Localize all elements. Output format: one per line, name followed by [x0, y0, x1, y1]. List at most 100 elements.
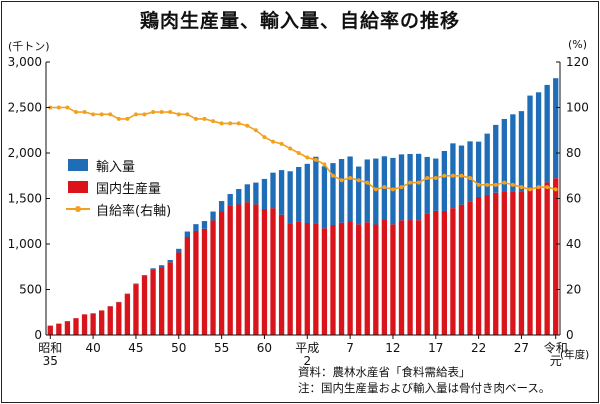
legend-swatch-import	[68, 159, 88, 171]
rate-point	[108, 112, 113, 117]
bar-import	[193, 224, 199, 231]
bar-domestic	[441, 210, 448, 335]
x-tick-label-line: 22	[471, 341, 486, 355]
bar-domestic	[381, 219, 388, 335]
rate-point	[219, 121, 224, 126]
rate-point	[502, 180, 507, 185]
axes-layer: 0 500 1,000 1,500 2,000 2,500 3,000 0 20 40 60 80 10…	[8, 55, 589, 368]
bar-domestic	[184, 236, 191, 335]
bar-domestic	[244, 202, 250, 335]
rate-point	[253, 128, 258, 133]
rate-point	[142, 112, 147, 117]
bar-import	[158, 265, 165, 268]
bar-import	[236, 189, 242, 205]
bar-import	[210, 211, 216, 221]
rate-point	[476, 182, 481, 187]
bar-import	[407, 154, 413, 221]
x-tick-label: 60	[257, 341, 272, 355]
rate-point	[82, 110, 87, 115]
rate-point	[493, 182, 498, 187]
bar-domestic	[553, 178, 559, 335]
rate-point	[408, 180, 413, 185]
bar-domestic	[450, 208, 456, 335]
bar-import	[201, 221, 208, 229]
x-tick-label-line: 2	[303, 354, 311, 368]
bar-domestic	[484, 195, 490, 335]
legend-item-domestic: 国内生産量	[60, 176, 200, 198]
left-tick-label: 500	[19, 283, 42, 297]
bar-import	[493, 124, 499, 193]
x-tick-label-line: 40	[85, 341, 100, 355]
bar-domestic	[330, 224, 336, 335]
bar-domestic	[47, 325, 53, 335]
rate-point	[365, 180, 370, 185]
x-tick-label-line: 27	[514, 341, 529, 355]
legend-swatch-domestic	[68, 181, 88, 193]
rate-point	[519, 185, 524, 190]
bar-domestic	[304, 222, 310, 335]
rate-point	[99, 112, 104, 117]
left-tick-label: 2,000	[8, 146, 42, 160]
bar-import	[338, 159, 345, 223]
right-tick-label: 0	[566, 328, 574, 342]
bar-import	[347, 156, 353, 222]
rate-point	[211, 119, 216, 124]
bar-domestic	[176, 252, 182, 335]
rate-point	[159, 110, 164, 115]
x-tick-label-line: 7	[346, 341, 354, 355]
bar-import	[150, 268, 156, 270]
bar-import	[227, 194, 233, 206]
bar-import	[535, 92, 542, 188]
bar-domestic	[458, 204, 465, 335]
left-tick-label: 1,500	[8, 192, 42, 206]
bar-import	[356, 166, 362, 225]
bar-domestic	[158, 267, 165, 335]
right-tick-label: 20	[566, 283, 581, 297]
bar-domestic	[124, 294, 131, 335]
rate-point	[296, 151, 301, 155]
bar-domestic	[107, 306, 113, 335]
rate-point	[262, 135, 267, 140]
bar-import	[364, 159, 370, 223]
bar-domestic	[535, 187, 542, 335]
rate-point	[356, 178, 361, 183]
bar-import	[484, 133, 490, 196]
bar-domestic	[56, 323, 62, 335]
bar-domestic	[150, 269, 156, 335]
x-tick-label: 12	[385, 341, 400, 355]
x-tick-label-line: 45	[128, 341, 143, 355]
bar-domestic	[218, 211, 225, 335]
bar-import	[475, 141, 482, 197]
bar-import	[553, 78, 559, 179]
rate-point	[133, 112, 138, 117]
bar-import	[270, 172, 276, 209]
x-tick-label: 昭和 35	[38, 341, 62, 368]
legend: 輸入量 国内生産量 自給率(右軸)	[60, 152, 200, 222]
rate-point	[382, 185, 387, 190]
rate-point	[56, 105, 61, 110]
rate-point	[322, 162, 327, 167]
x-tick-label: 22	[471, 341, 486, 355]
bar-import	[313, 156, 319, 224]
x-tick-label-line: 昭和	[38, 341, 62, 355]
bar-domestic	[278, 214, 285, 335]
bar-import	[501, 118, 507, 192]
bar-domestic	[99, 310, 105, 335]
bar-import	[544, 84, 550, 183]
bar-domestic	[433, 210, 439, 335]
rate-point	[65, 105, 70, 110]
bar-import	[218, 201, 225, 212]
footnote: 注：国内生産量および輸入量は骨付き肉ベース。	[298, 381, 551, 395]
rate-point	[545, 185, 550, 190]
bar-import	[167, 260, 173, 263]
bar-import	[278, 170, 285, 215]
bar-domestic	[347, 221, 353, 335]
bar-import	[184, 231, 191, 237]
bar-domestic	[141, 276, 148, 335]
x-tick-label: 45	[128, 341, 143, 355]
x-tick-label-line: 17	[428, 341, 443, 355]
bar-import	[433, 158, 439, 211]
notes: 資料：農林水産省「食料需給表」 注：国内生産量および輸入量は骨付き肉ベース。	[298, 364, 550, 396]
rate-line-layer	[48, 105, 558, 192]
rate-point	[271, 139, 276, 144]
